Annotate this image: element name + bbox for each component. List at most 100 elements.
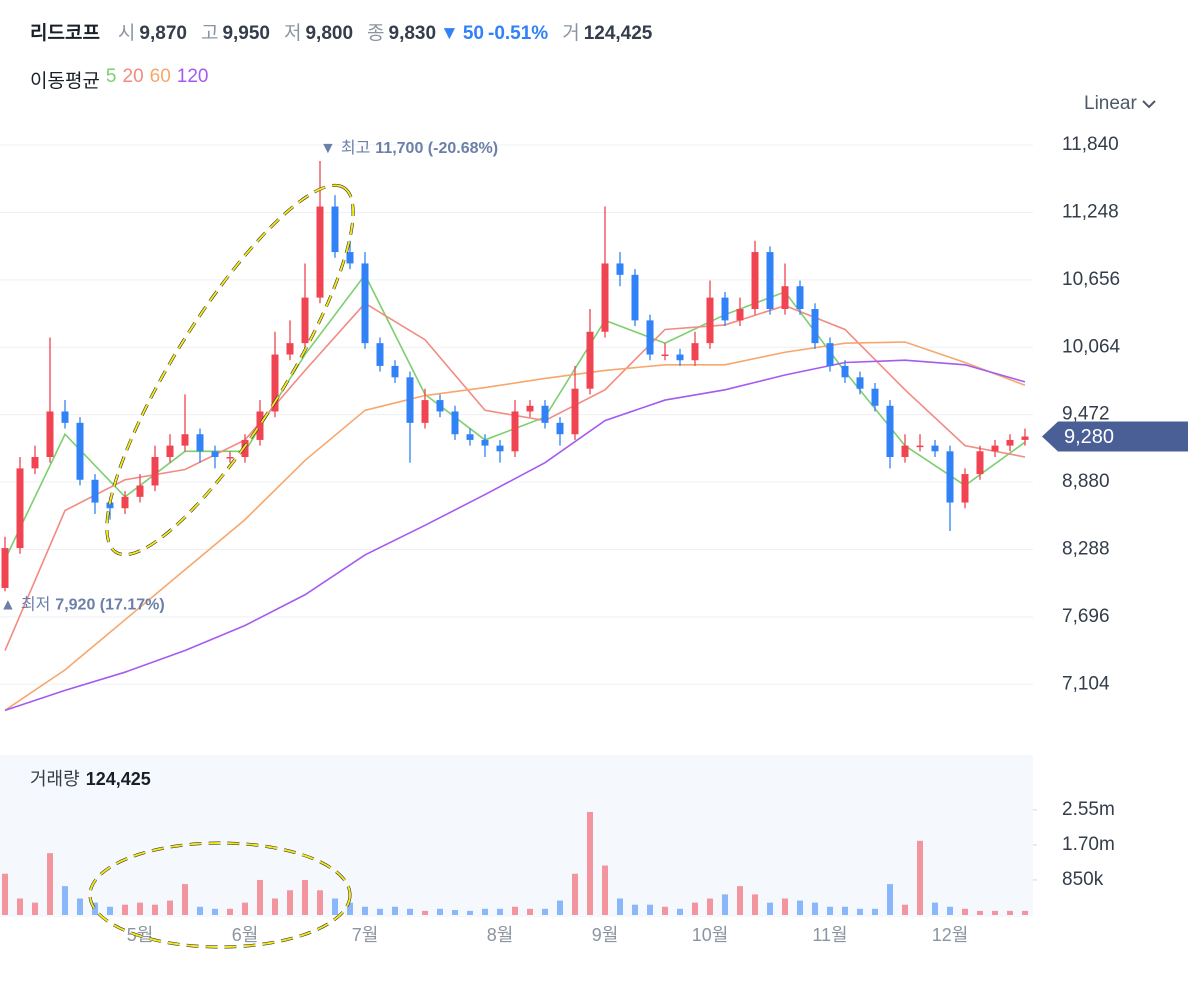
min-marker-value-label: 7,920 (17.17%): [55, 597, 164, 614]
candle-body: [406, 377, 414, 423]
volume-bar: [347, 902, 353, 915]
highlight-ellipse: [89, 842, 351, 948]
candle-body: [931, 445, 939, 452]
volume-bar: [242, 902, 248, 915]
candle-body: [496, 445, 504, 452]
volume-bar: [812, 902, 818, 915]
highlight-annotations: [89, 184, 355, 948]
change-symbol: ▼: [440, 23, 459, 44]
value: 9,950: [222, 23, 270, 44]
chevron: [1142, 100, 1156, 109]
volume-bar: [77, 898, 83, 915]
label: 저: [283, 23, 302, 44]
volume-bar: [92, 902, 98, 915]
volume-bar: [17, 898, 23, 915]
candle-body: [916, 445, 924, 448]
candle-body: [691, 343, 699, 361]
volume-bar: [917, 840, 923, 915]
volume-bar: [947, 906, 953, 915]
volume-bar: [47, 853, 53, 915]
volume-bar: [482, 908, 488, 915]
candle-body: [16, 468, 24, 549]
volume-bar: [767, 902, 773, 915]
volume-bar: [302, 879, 308, 915]
volume-bar: [602, 865, 608, 915]
volume-bar: [662, 906, 668, 915]
volume-bar: [287, 890, 293, 915]
candle-body: [556, 422, 564, 435]
candle-body: [271, 354, 279, 412]
candle-body: [316, 206, 324, 298]
candle-body: [166, 445, 174, 458]
highlight-ellipse: [105, 183, 355, 557]
volume-bar: [422, 910, 428, 915]
candle-body: [706, 297, 714, 344]
x-tick-label: 6월: [232, 925, 259, 945]
volume-bar: [182, 884, 188, 915]
value: 9,800: [305, 23, 354, 44]
volume-bar: [197, 906, 203, 915]
volume-bar: [977, 910, 983, 915]
candle-body: [541, 405, 549, 423]
y-tick-label: 11,248: [1062, 201, 1119, 222]
volume-bar: [992, 910, 998, 915]
scale-dropdown[interactable]: Linear: [1084, 93, 1156, 115]
volume-bar: [752, 894, 758, 915]
candle-body: [886, 405, 894, 458]
candle-body: [991, 445, 999, 452]
volume-bar: [407, 908, 413, 915]
candle-body: [1006, 439, 1014, 446]
volume-bar: [962, 908, 968, 915]
candle-body: [211, 451, 219, 458]
label: 시: [117, 23, 136, 44]
volume-bar: [797, 900, 803, 915]
candle-body: [436, 400, 444, 412]
candle-body: [61, 411, 69, 423]
legend-entry: 5: [105, 66, 117, 87]
volume-bar: [257, 879, 263, 915]
label: 고: [200, 23, 219, 44]
volume-bar: [107, 906, 113, 915]
candle-body: [31, 457, 39, 469]
candle-body: [781, 286, 789, 309]
volume-bar: [227, 908, 233, 915]
stock-name: 리드코프: [30, 23, 100, 44]
candle-body: [391, 365, 399, 378]
x-tick-label: 11월: [812, 925, 847, 945]
volume-bar: [317, 890, 323, 915]
candle-body: [676, 354, 684, 361]
candle-body: [811, 308, 819, 344]
legend-entry: 20: [122, 66, 144, 87]
candle-body: [451, 411, 459, 435]
volume-bar: [32, 902, 38, 915]
min-marker: ▲ 최저 7,920 (17.17%): [0, 596, 165, 614]
candle-body: [736, 308, 744, 321]
max-marker-symbol: ▼: [320, 140, 336, 157]
x-tick-label: 12월: [932, 925, 969, 945]
volume-bar: [647, 904, 653, 915]
volume-bar: [827, 906, 833, 915]
candle-body: [76, 422, 84, 480]
candle-body: [901, 445, 909, 458]
volume-bar: [452, 910, 458, 915]
volume-bar: [392, 906, 398, 915]
scale-mode[interactable]: Linear: [1084, 93, 1137, 114]
volume-bar: [467, 910, 473, 915]
volume-bar: [632, 904, 638, 915]
volume-current: 124,425: [86, 769, 151, 789]
candle-body: [856, 377, 864, 389]
volume-bar: [527, 908, 533, 915]
candle-body: [961, 474, 969, 503]
volume-bar: [677, 908, 683, 915]
legend-entry: 120: [176, 66, 209, 87]
volume-bar: [887, 884, 893, 915]
y-tick-label: 8,880: [1062, 471, 1110, 492]
volume-bar: [437, 908, 443, 915]
x-tick-label: 8월: [487, 925, 514, 945]
volume-bar: [212, 908, 218, 915]
y-tick-label: 7,696: [1062, 606, 1110, 627]
candle-body: [616, 263, 624, 275]
y-tick-label: 9,472: [1062, 404, 1110, 425]
